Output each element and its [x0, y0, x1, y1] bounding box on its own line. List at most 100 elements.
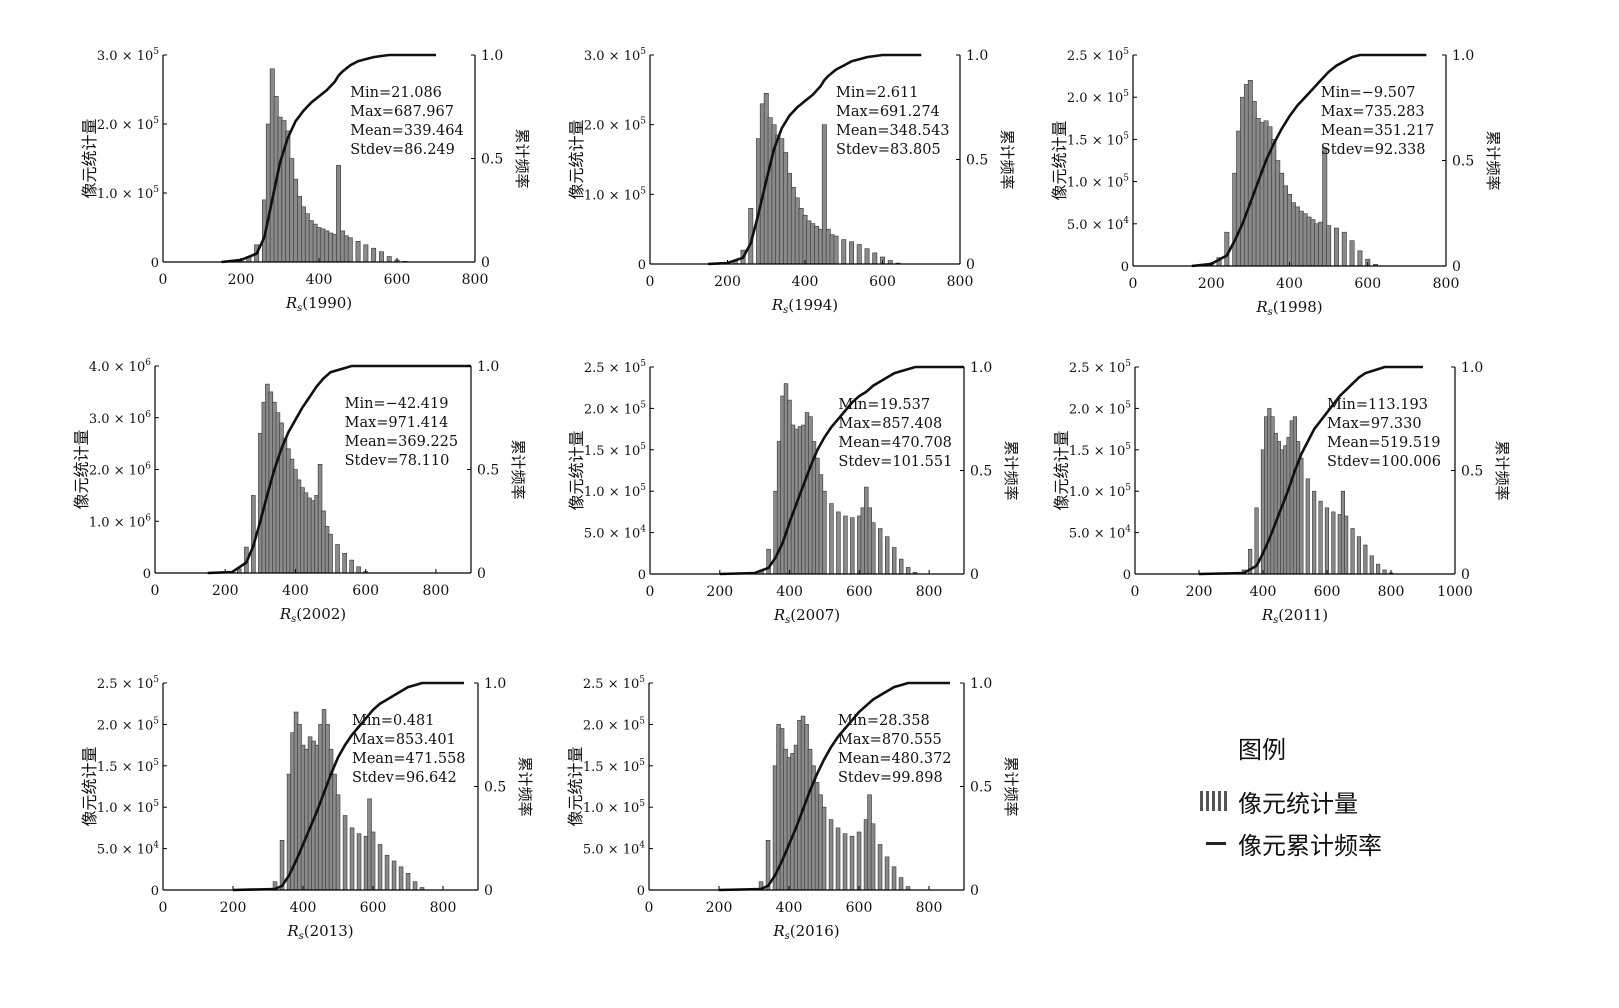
y-axis-label-right: 累计频率 [998, 129, 1016, 189]
y-tick-label: 0 [638, 258, 646, 273]
x-axis-label-var: R [1255, 298, 1267, 316]
histogram-bar [766, 548, 771, 575]
histogram-bar [1324, 507, 1329, 575]
x-tick-label: 0 [159, 272, 168, 288]
x-axis-label-var: R [773, 606, 785, 624]
histogram-bar [251, 495, 256, 574]
y-tick-exponent: 5 [153, 116, 159, 126]
x-tick-label: 600 [869, 274, 896, 290]
histogram-bar [356, 833, 362, 891]
y-tick-exponent: 4 [639, 841, 645, 851]
y-tick-label: 0 [151, 256, 159, 271]
stats-annotation: Min=−9.507 [1321, 85, 1416, 101]
x-tick-label: 800 [462, 272, 489, 288]
x-axis-label: Rs(1998) [1255, 298, 1322, 318]
y-tick-exponent: 6 [145, 462, 151, 472]
x-axis-label-sub: s [1273, 615, 1278, 626]
histogram-bar [829, 503, 834, 575]
bars-swatch-icon [1200, 791, 1228, 811]
x-tick-label: 400 [1250, 584, 1277, 600]
histogram-bar [870, 823, 876, 891]
y-tick-exponent: 5 [153, 675, 159, 685]
histogram-bar [821, 806, 827, 891]
x-axis-label-var: R [286, 922, 298, 940]
stats-annotation: Max=857.408 [838, 416, 942, 432]
legend-item-label: 像元统计量 [1238, 789, 1358, 818]
y-tick-label: 1.5 × 105 [1067, 131, 1129, 148]
y-tick-exponent: 4 [153, 841, 159, 851]
chart-panel: 0 200 400 600 800 0 5.0 × 104 1.0 × 105 1.5 × 10… [566, 675, 1020, 942]
y-tick-exponent: 5 [640, 400, 646, 410]
x-axis-label-sub: s [785, 931, 790, 942]
stats-annotation: Max=97.330 [1327, 416, 1422, 432]
y-tick-exponent: 6 [145, 410, 151, 420]
stats-annotation: Mean=339.464 [350, 123, 464, 139]
histogram-bar [849, 835, 855, 891]
y-axis-label-left: 像元统计量 [566, 746, 585, 826]
cumulative-line [232, 681, 464, 892]
y-tick-exponent: 5 [1123, 89, 1129, 99]
x-tick-label: 200 [220, 900, 247, 916]
x-axis-label-sub: s [291, 614, 296, 625]
stats-annotation: Min=2.611 [836, 85, 918, 101]
y-tick-label: 2.0 × 105 [1069, 400, 1131, 417]
x-axis-label: Rs(2002) [279, 605, 346, 625]
histogram-bar [877, 528, 883, 575]
histogram-bar [335, 544, 340, 574]
x-tick-label: 600 [846, 584, 873, 600]
x-axis-label-sub: s [297, 303, 302, 314]
y-axis-label-left: 像元统计量 [72, 429, 91, 509]
histogram-bar [898, 558, 904, 575]
y-tick-exponent: 4 [1125, 525, 1131, 535]
x-tick-label: 0 [1129, 276, 1138, 292]
y2-tick-label: 0 [970, 567, 979, 583]
stats-annotation: Mean=519.519 [1327, 435, 1441, 451]
y-tick-label: 1.0 × 105 [584, 186, 646, 203]
x-axis-label-year: (2002) [296, 605, 346, 623]
histogram-bar [1382, 569, 1387, 575]
stats-annotation: Max=853.401 [352, 732, 456, 748]
histogram-bar [850, 517, 855, 575]
y-axis-label-left: 像元统计量 [80, 118, 99, 198]
y2-tick-label: 0 [966, 257, 975, 273]
x-tick-label: 1000 [1437, 584, 1473, 600]
y-tick-exponent: 5 [1125, 483, 1131, 493]
y-axis-label-right: 累计频率 [1484, 130, 1502, 190]
y2-tick-label: 1.0 [1452, 48, 1474, 64]
y2-tick-label: 0.5 [1452, 154, 1474, 170]
y-tick-label: 0 [1121, 260, 1129, 275]
stats-annotation: Max=691.274 [836, 104, 940, 120]
y-axis-label-right: 累计频率 [516, 756, 534, 816]
x-tick-label: 600 [384, 272, 411, 288]
x-tick-label: 0 [646, 584, 655, 600]
y2-tick-label: 0 [477, 566, 486, 582]
y-tick-label: 2.0 × 105 [584, 400, 646, 417]
histogram-bar [1312, 490, 1317, 575]
histogram-bar [370, 831, 376, 891]
histogram-bar [871, 522, 876, 575]
y2-tick-label: 0 [970, 883, 979, 899]
y-tick-label: 1.0 × 105 [1069, 483, 1131, 500]
x-axis-label: Rs(1994) [771, 296, 838, 316]
histogram-bar [1331, 511, 1336, 575]
legend-item-label: 像元累计频率 [1238, 831, 1382, 860]
y2-tick-label: 0 [1452, 259, 1461, 275]
stats-annotation: Min=28.358 [838, 713, 930, 729]
y-tick-exponent: 5 [640, 442, 646, 452]
histogram-bar [1356, 536, 1361, 575]
histogram-bar [872, 252, 878, 265]
histogram-bar [891, 866, 897, 891]
histogram-bar [1224, 231, 1230, 267]
x-tick-label: 800 [1378, 584, 1405, 600]
x-tick-label: 600 [360, 900, 387, 916]
y-tick-label: 1.5 × 105 [583, 758, 645, 775]
x-axis-label-sub: s [785, 615, 790, 626]
histogram-bar [405, 873, 411, 891]
x-axis-label: Rs(1990) [285, 294, 352, 314]
y2-tick-label: 0 [481, 255, 490, 271]
histogram-bar [884, 536, 890, 575]
y-tick-exponent: 5 [640, 47, 646, 57]
histogram-bar [822, 490, 827, 575]
histogram-bar [1334, 227, 1339, 267]
